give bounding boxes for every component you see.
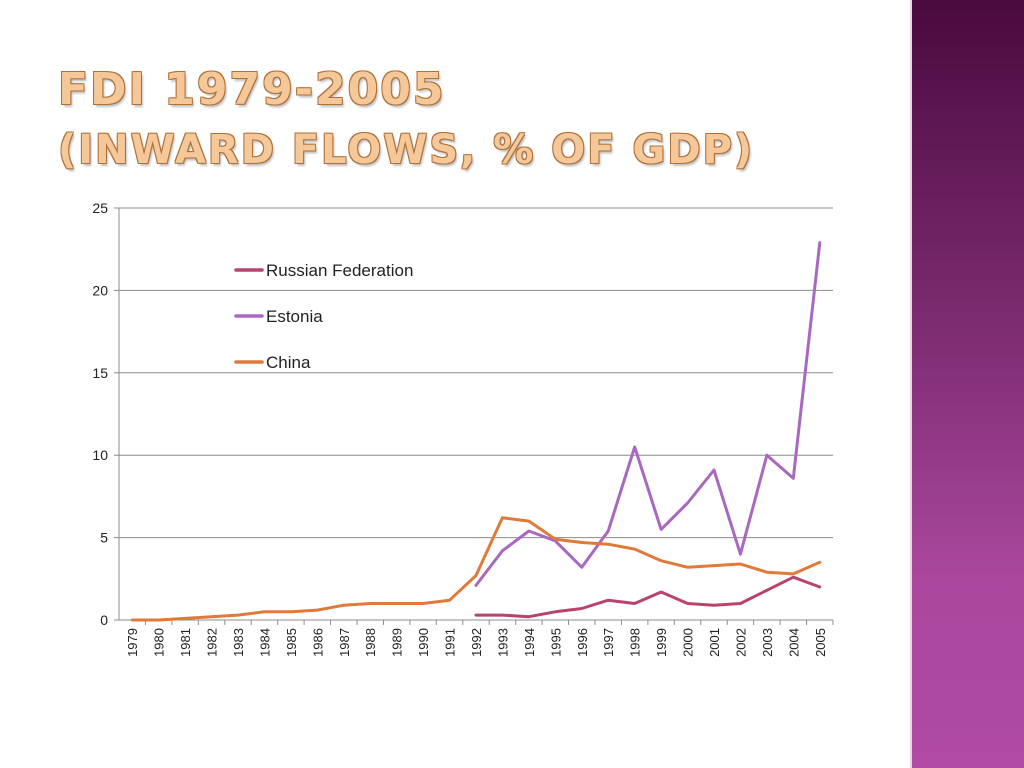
- y-tick-label: 20: [92, 282, 108, 298]
- x-tick-label-1985: 1985: [284, 628, 299, 657]
- x-tick-label-1992: 1992: [469, 628, 484, 657]
- series-line-russian-federation: [474, 575, 822, 619]
- gridlines: [119, 207, 833, 539]
- legend: Russian Federation Estonia China: [234, 261, 413, 372]
- x-tick-label-1981: 1981: [178, 628, 193, 657]
- x-tick-label-1998: 1998: [628, 628, 643, 657]
- x-tick-label-1983: 1983: [231, 628, 246, 657]
- y-axis-ticks: 0 5 10 15 20 25: [92, 200, 119, 628]
- x-tick-label-2005: 2005: [813, 628, 828, 657]
- x-tick-label-2003: 2003: [760, 628, 775, 657]
- sidebar-edge: [910, 0, 912, 768]
- x-tick-label-1990: 1990: [416, 628, 431, 657]
- x-tick-label-1996: 1996: [575, 628, 590, 657]
- x-tick-label-1987: 1987: [337, 628, 352, 657]
- x-tick-label-1994: 1994: [522, 628, 537, 657]
- x-tick-label-1997: 1997: [601, 628, 616, 657]
- axes: [118, 208, 833, 621]
- x-tick-label-1988: 1988: [363, 628, 378, 657]
- x-tick-label-1999: 1999: [654, 628, 669, 657]
- x-tick-label-1979: 1979: [125, 628, 140, 657]
- x-tick-label-1980: 1980: [152, 628, 167, 657]
- x-tick-label-1982: 1982: [205, 628, 220, 657]
- slide-subtitle: (Inward flows, % of GDP): [58, 127, 755, 173]
- legend-label-china: China: [266, 353, 311, 372]
- legend-label-russian-federation: Russian Federation: [266, 261, 413, 280]
- series-line-estonia: [474, 241, 822, 587]
- x-tick-label-2001: 2001: [707, 628, 722, 657]
- y-tick-label: 25: [92, 200, 108, 216]
- x-tick-label-1989: 1989: [390, 628, 405, 657]
- x-tick-label-1986: 1986: [310, 628, 325, 657]
- x-tick-label-2004: 2004: [786, 628, 801, 657]
- x-tick-label-1995: 1995: [548, 628, 563, 657]
- slide-title: FDI 1979-2005: [58, 64, 446, 115]
- series-lines: [130, 241, 822, 622]
- x-tick-label-1993: 1993: [495, 628, 510, 657]
- x-tick-label-1991: 1991: [443, 628, 458, 657]
- x-tick-label-1984: 1984: [257, 628, 272, 657]
- y-tick-label: 15: [92, 365, 108, 381]
- x-tick-label-2002: 2002: [733, 628, 748, 657]
- y-tick-label: 0: [100, 612, 108, 628]
- x-axis-ticks: 1979 1980 1981 1982 1983 1984 1985 1986 1987 1988…: [125, 620, 834, 657]
- y-tick-label: 5: [100, 530, 108, 546]
- y-tick-label: 10: [92, 447, 108, 463]
- legend-label-estonia: Estonia: [266, 307, 323, 326]
- series-line-china: [130, 516, 822, 622]
- sidebar-decoration: [912, 0, 1024, 768]
- x-tick-label-2000: 2000: [681, 628, 696, 657]
